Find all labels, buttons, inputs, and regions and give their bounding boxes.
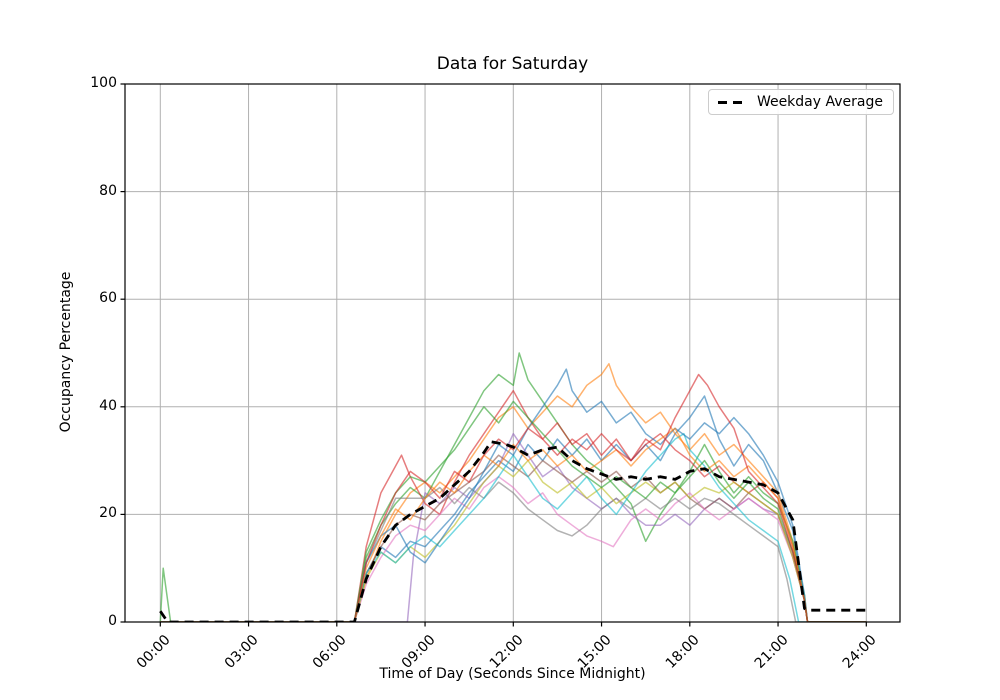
legend-label: Weekday Average [756,94,883,110]
y-tick-label: 0 [108,613,117,629]
day-trace-line [160,363,867,622]
x-axis-label: Time of Day (Seconds Since Midnight) [379,666,646,682]
weekday-average-line [159,440,867,622]
y-tick-label: 40 [99,397,117,414]
dashed-line-icon [717,100,748,104]
legend: Weekday Average [707,89,894,115]
day-trace-line [160,373,867,622]
day-trace-line [160,427,867,622]
y-tick-label: 80 [99,182,117,199]
day-trace-line [160,368,867,622]
day-trace-line [160,400,867,622]
axes-border [124,83,901,623]
y-axis-label: Occupancy Percentage [58,271,74,433]
day-trace-line [160,459,867,622]
y-tick-label: 20 [99,505,117,522]
day-trace-line [160,475,867,622]
y-tick-label: 60 [99,290,117,307]
day-trace-line [160,395,867,622]
day-trace-line [160,432,867,622]
chart-title: Data for Saturday [436,54,589,74]
day-trace-line [160,481,867,622]
y-tick-label: 100 [90,75,117,91]
